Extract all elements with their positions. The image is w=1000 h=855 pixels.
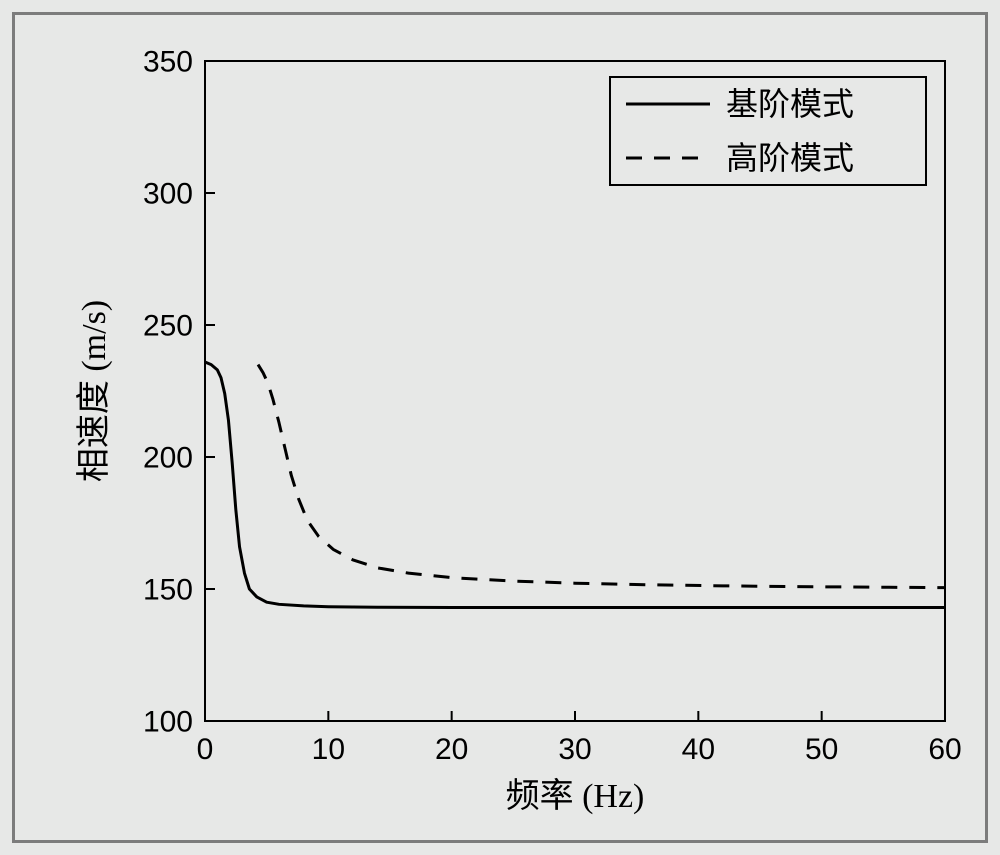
x-axis-label: 频率 (Hz)	[506, 777, 645, 815]
chart-container: 0 10 20 30 40 50 60 100 150 200 250 300 350 频率 (Hz) 相速…	[65, 41, 965, 821]
x-tick-label: 50	[805, 733, 838, 766]
y-tick-label: 250	[143, 310, 193, 343]
dispersion-chart: 0 10 20 30 40 50 60 100 150 200 250 300 350 频率 (Hz) 相速…	[65, 41, 965, 821]
y-tick-label: 150	[143, 574, 193, 607]
y-tick-label: 350	[143, 46, 193, 79]
y-tick-label: 100	[143, 706, 193, 739]
y-tick-label: 200	[143, 442, 193, 475]
x-tick-label: 0	[197, 733, 214, 766]
x-tick-label: 20	[435, 733, 468, 766]
figure-frame: 0 10 20 30 40 50 60 100 150 200 250 300 350 频率 (Hz) 相速…	[12, 12, 988, 843]
legend-label-0: 基阶模式	[726, 86, 854, 122]
x-tick-label: 40	[682, 733, 715, 766]
legend-label-1: 高阶模式	[726, 140, 854, 176]
y-tick-label: 300	[143, 178, 193, 211]
y-axis-label: 相速度 (m/s)	[75, 300, 113, 482]
x-tick-label: 60	[928, 733, 961, 766]
x-tick-label: 10	[312, 733, 345, 766]
x-tick-label: 30	[558, 733, 591, 766]
